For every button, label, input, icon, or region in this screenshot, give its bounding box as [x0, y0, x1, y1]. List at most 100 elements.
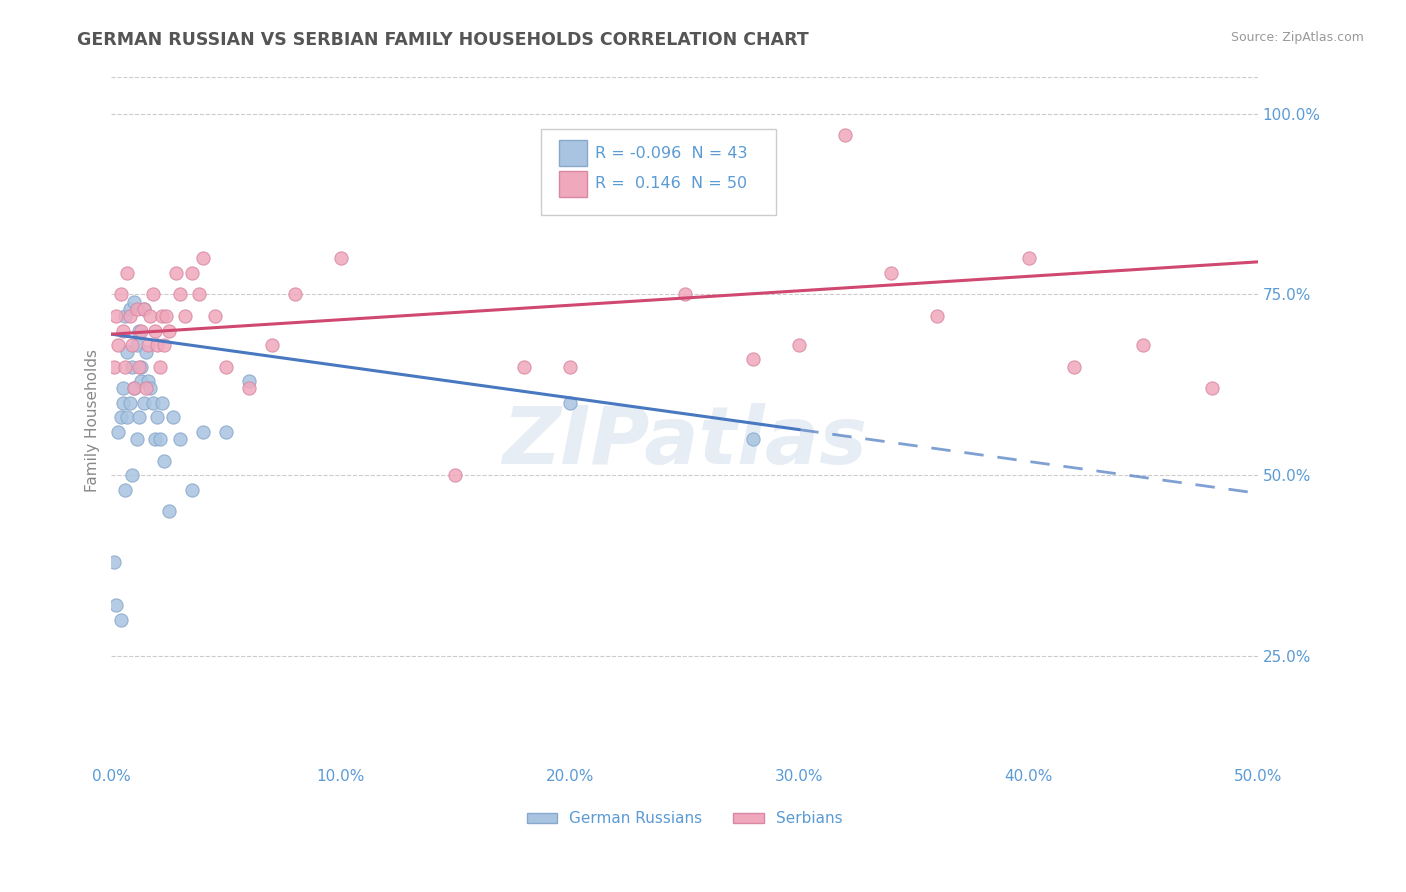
Point: [1201, 381, 1223, 395]
Point: [180, 266, 202, 280]
Point: [673, 287, 696, 301]
Point: [169, 287, 191, 301]
Point: [117, 410, 139, 425]
Point: [128, 359, 150, 374]
Point: [1018, 252, 1040, 266]
Point: [150, 309, 173, 323]
Point: [114, 309, 136, 323]
Point: [742, 352, 765, 367]
Point: [153, 454, 176, 468]
Point: [925, 309, 948, 323]
Point: [114, 359, 136, 374]
Point: [105, 309, 128, 323]
Point: [191, 425, 214, 439]
Point: [111, 324, 134, 338]
Point: [787, 338, 810, 352]
Text: GERMAN RUSSIAN VS SERBIAN FAMILY HOUSEHOLDS CORRELATION CHART: GERMAN RUSSIAN VS SERBIAN FAMILY HOUSEHO…: [77, 31, 808, 49]
Point: [157, 504, 180, 518]
Point: [169, 432, 191, 446]
Point: [142, 287, 165, 301]
Point: [118, 396, 141, 410]
Point: [238, 374, 260, 388]
Point: [110, 613, 132, 627]
Point: [238, 381, 260, 395]
Point: [558, 396, 581, 410]
Point: [173, 309, 195, 323]
Text: ZIPatlas: ZIPatlas: [502, 402, 868, 481]
Point: [142, 396, 165, 410]
Point: [129, 359, 152, 374]
Point: [129, 324, 152, 338]
Point: [284, 287, 307, 301]
Point: [117, 266, 139, 280]
Text: R = -0.096  N = 43: R = -0.096 N = 43: [595, 145, 748, 161]
Point: [146, 410, 169, 425]
Point: [139, 381, 162, 395]
Point: [124, 381, 146, 395]
Point: [146, 338, 169, 352]
Point: [132, 396, 155, 410]
Point: [329, 252, 352, 266]
Point: [139, 309, 162, 323]
Point: [103, 555, 125, 569]
Point: [124, 294, 146, 309]
Text: Source: ZipAtlas.com: Source: ZipAtlas.com: [1230, 31, 1364, 45]
Point: [121, 338, 143, 352]
Point: [135, 381, 157, 395]
Point: [215, 359, 238, 374]
Point: [135, 345, 157, 359]
Point: [103, 359, 125, 374]
Point: [118, 301, 141, 316]
Point: [260, 338, 283, 352]
Point: [132, 301, 155, 316]
Point: [107, 338, 129, 352]
Y-axis label: Family Households: Family Households: [86, 350, 100, 492]
Point: [128, 324, 150, 338]
Point: [1132, 338, 1154, 352]
Point: [880, 266, 903, 280]
Point: [187, 287, 209, 301]
Point: [558, 359, 581, 374]
Point: [107, 425, 129, 439]
Point: [121, 359, 143, 374]
Point: [129, 374, 152, 388]
Point: [105, 599, 128, 613]
Point: [110, 410, 132, 425]
Point: [132, 301, 155, 316]
Legend: German Russians, Serbians: German Russians, Serbians: [520, 805, 849, 832]
Point: [128, 410, 150, 425]
Point: [111, 381, 134, 395]
Point: [143, 432, 166, 446]
Point: [1063, 359, 1085, 374]
Point: [117, 345, 139, 359]
Point: [125, 301, 148, 316]
Point: [180, 483, 202, 497]
Point: [143, 324, 166, 338]
Bar: [558, 171, 588, 197]
Point: [124, 381, 146, 395]
Point: [125, 338, 148, 352]
Text: R =  0.146  N = 50: R = 0.146 N = 50: [595, 177, 748, 192]
Point: [150, 396, 173, 410]
Point: [513, 359, 536, 374]
Point: [834, 128, 856, 143]
Point: [191, 252, 214, 266]
Point: [118, 309, 141, 323]
Point: [157, 324, 180, 338]
Point: [136, 374, 159, 388]
Point: [153, 338, 176, 352]
Point: [204, 309, 226, 323]
Point: [110, 287, 132, 301]
Point: [136, 338, 159, 352]
Bar: [558, 140, 588, 166]
Point: [148, 432, 170, 446]
Point: [114, 483, 136, 497]
Point: [155, 309, 177, 323]
Point: [111, 396, 134, 410]
Point: [165, 266, 187, 280]
Point: [121, 468, 143, 483]
Point: [742, 432, 765, 446]
Point: [162, 410, 184, 425]
FancyBboxPatch shape: [541, 129, 776, 215]
Point: [444, 468, 467, 483]
